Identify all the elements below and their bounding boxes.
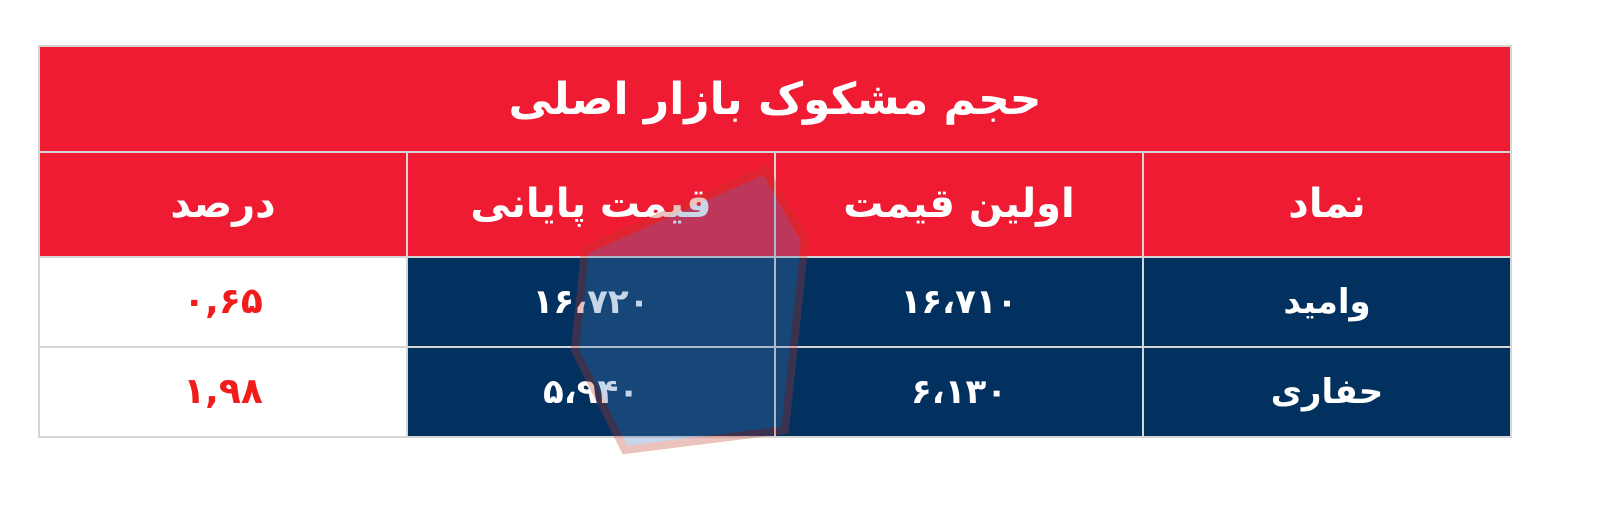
header-percent: درصد — [40, 153, 406, 256]
cell-percent: ۰,۶۵ — [40, 257, 406, 346]
cell-symbol: حفاری — [1144, 347, 1510, 436]
table-title: حجم مشکوک بازار اصلی — [40, 47, 1510, 152]
header-first-price: اولین قیمت — [776, 153, 1142, 256]
suspicious-volume-table: حجم مشکوک بازار اصلی نماد اولین قیمت قیم… — [38, 45, 1512, 438]
cell-symbol: وامید — [1144, 257, 1510, 346]
cell-first-price: ۱۶،۷۱۰ — [776, 257, 1142, 346]
header-symbol: نماد — [1144, 153, 1510, 256]
table-row: وامید ۱۶،۷۱۰ ۱۶،۷۲۰ ۰,۶۵ — [40, 257, 1510, 346]
cell-first-price: ۶،۱۳۰ — [776, 347, 1142, 436]
header-final-price: قیمت پایانی — [408, 153, 774, 256]
cell-percent: ۱,۹۸ — [40, 347, 406, 436]
table-row: حفاری ۶،۱۳۰ ۵،۹۴۰ ۱,۹۸ — [40, 347, 1510, 436]
cell-final-price: ۵،۹۴۰ — [408, 347, 774, 436]
cell-final-price: ۱۶،۷۲۰ — [408, 257, 774, 346]
